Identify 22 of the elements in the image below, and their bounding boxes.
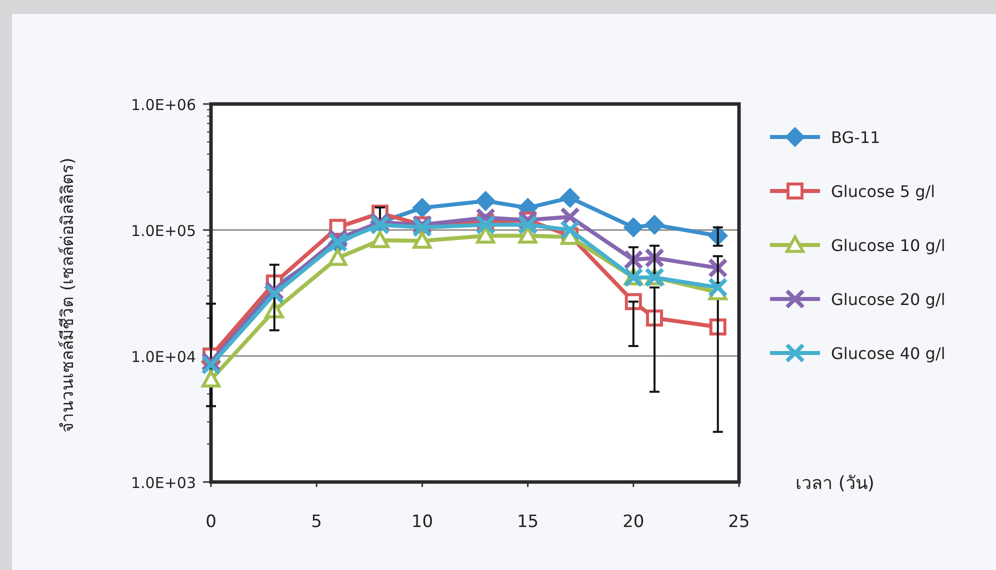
x-tick-label: 25 xyxy=(728,512,750,532)
legend-item: Glucose 5 g/l xyxy=(770,182,936,201)
legend-label: Glucose 5 g/l xyxy=(831,182,936,201)
x-tick-label: 5 xyxy=(311,512,322,532)
legend-label: Glucose 40 g/l xyxy=(831,344,946,363)
legend-item: Glucose 40 g/l xyxy=(770,343,946,363)
y-tick-label: 1.0E+03 xyxy=(131,474,196,492)
legend-item: Glucose 10 g/l xyxy=(770,234,946,255)
x-tick-label: 0 xyxy=(206,512,216,532)
y-tick-label: 1.0E+06 xyxy=(131,96,196,114)
legend-label: BG-11 xyxy=(831,128,880,147)
y-tick-label: 1.0E+05 xyxy=(131,222,196,240)
x-tick-label: 15 xyxy=(516,512,539,532)
x-tick-label: 10 xyxy=(411,512,434,532)
legend-label: Glucose 10 g/l xyxy=(831,236,946,255)
legend-item: BG-11 xyxy=(770,126,880,148)
legend-label: Glucose 20 g/l xyxy=(831,290,946,309)
x-tick-label: 20 xyxy=(622,512,644,532)
legend-item: Glucose 20 g/l xyxy=(770,289,946,309)
y-tick-label: 1.0E+04 xyxy=(131,348,196,366)
y-axis-title: จำนวนเซลล์มีชีวิต (เซลล์ต่อมิลลิลิตร) xyxy=(58,158,78,432)
x-axis-title: เวลา (วัน) xyxy=(796,473,874,494)
